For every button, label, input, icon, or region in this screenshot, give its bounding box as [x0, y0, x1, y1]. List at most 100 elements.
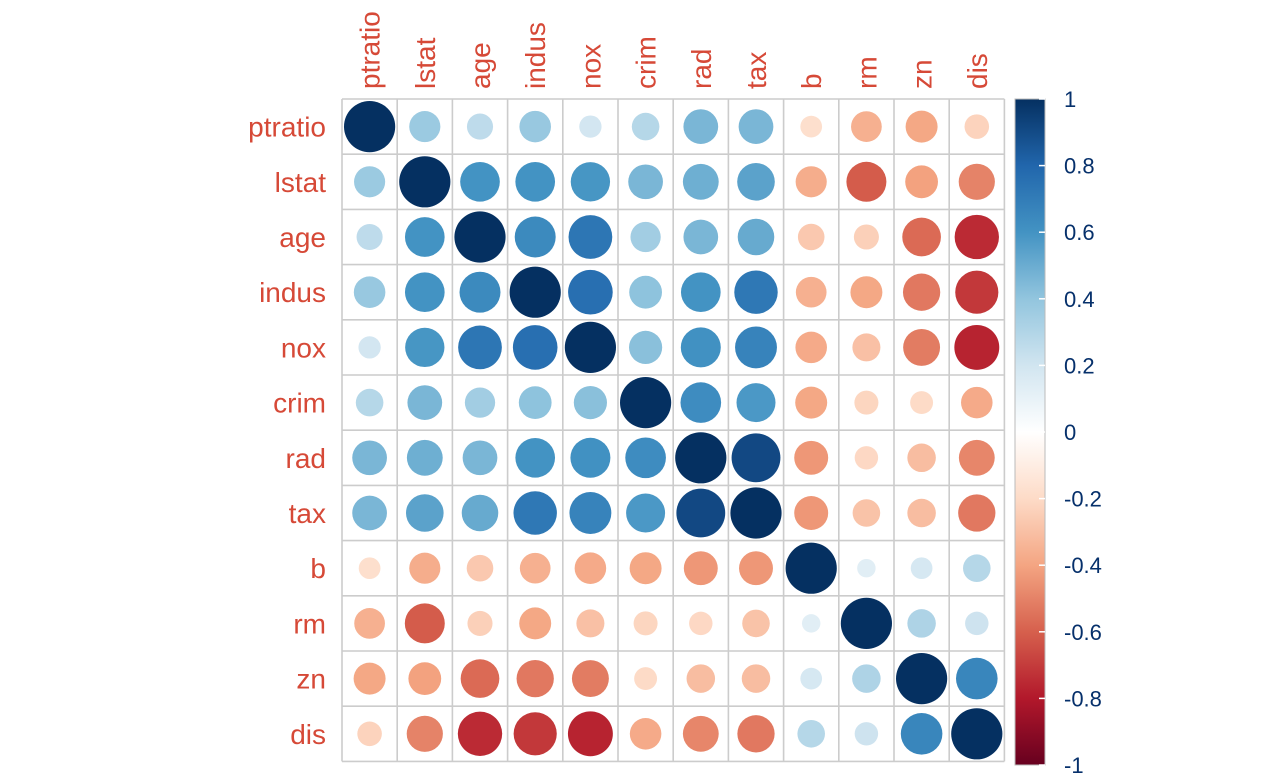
- corr-circle-indus-tax: [734, 270, 777, 313]
- column-label-rad: rad: [686, 49, 717, 89]
- corr-circle-rm-crim: [634, 611, 658, 635]
- corr-circle-nox-lstat: [405, 328, 444, 367]
- corr-circle-rad-lstat: [407, 440, 443, 476]
- corr-circle-b-b: [786, 543, 837, 594]
- corr-circle-zn-ptratio: [354, 663, 386, 695]
- corr-circle-rad-ptratio: [352, 440, 387, 475]
- corr-circle-zn-rad: [687, 664, 716, 693]
- corr-circle-age-rad: [683, 220, 718, 255]
- corr-circle-tax-crim: [626, 494, 665, 533]
- corr-circle-lstat-crim: [628, 164, 663, 199]
- corr-circle-dis-indus: [514, 712, 557, 755]
- corr-circle-b-nox: [575, 552, 607, 584]
- corr-circle-b-indus: [520, 553, 551, 584]
- corr-circle-rad-rad: [675, 432, 726, 483]
- corr-circle-dis-crim: [630, 718, 662, 750]
- row-label-rad: rad: [286, 443, 326, 474]
- corr-circle-age-dis: [955, 215, 999, 259]
- corr-circle-nox-rad: [681, 327, 721, 367]
- corr-circle-rad-indus: [515, 438, 555, 478]
- corr-circle-ptratio-crim: [632, 113, 660, 141]
- column-label-age: age: [465, 42, 496, 89]
- corr-circle-crim-crim: [620, 377, 671, 428]
- column-label-crim: crim: [631, 36, 662, 89]
- corr-circle-b-dis: [963, 554, 991, 582]
- corr-circle-b-rad: [684, 551, 718, 585]
- corr-circle-zn-age: [461, 659, 500, 698]
- corr-circle-rad-zn: [907, 444, 936, 473]
- color-legend: 1 0.8 0.6 0.4 0.2 0 -0.2 -0.4 -0.6 -0.8 -1: [1015, 87, 1102, 778]
- legend-tick-label: -0.8: [1064, 686, 1102, 711]
- corr-circle-zn-nox: [572, 660, 609, 697]
- corr-circle-rm-age: [467, 611, 492, 636]
- corr-circle-crim-ptratio: [356, 389, 384, 417]
- corr-circle-b-lstat: [409, 553, 440, 584]
- corr-circle-rm-rad: [689, 612, 712, 635]
- legend-tick-label: 0.4: [1064, 287, 1095, 312]
- corr-circle-zn-zn: [896, 653, 947, 704]
- corr-circle-crim-dis: [961, 387, 993, 419]
- column-label-tax: tax: [741, 52, 772, 89]
- corr-circle-nox-ptratio: [358, 336, 380, 358]
- corr-circle-nox-indus: [513, 325, 558, 370]
- corr-circle-rm-lstat: [405, 603, 445, 643]
- legend-tick-label: 0.6: [1064, 220, 1095, 245]
- corr-circle-rad-crim: [625, 437, 666, 478]
- legend-tick-label: -1: [1064, 753, 1084, 778]
- corr-circle-rm-ptratio: [354, 608, 385, 639]
- corr-circle-lstat-age: [460, 162, 500, 202]
- column-label-lstat: lstat: [410, 37, 441, 89]
- row-label-b: b: [310, 553, 326, 584]
- corr-circle-dis-rm: [855, 722, 878, 745]
- corr-circle-crim-rm: [854, 391, 878, 415]
- column-label-indus: indus: [520, 22, 551, 89]
- corr-circle-indus-rad: [681, 272, 721, 312]
- corr-circle-b-zn: [911, 557, 933, 579]
- legend-tick-label: -0.4: [1064, 553, 1102, 578]
- corr-circle-rm-dis: [965, 612, 988, 635]
- row-label-dis: dis: [290, 719, 326, 750]
- corr-circle-rm-b: [802, 614, 820, 632]
- row-label-indus: indus: [259, 277, 326, 308]
- row-label-ptratio: ptratio: [248, 112, 326, 143]
- corr-circle-rad-age: [463, 440, 498, 475]
- legend-tick-label: 0: [1064, 420, 1076, 445]
- corr-circle-nox-dis: [954, 325, 999, 370]
- legend-tick-label: -0.2: [1064, 487, 1102, 512]
- corr-circle-dis-nox: [568, 711, 613, 756]
- row-label-crim: crim: [273, 388, 326, 419]
- corr-circle-ptratio-lstat: [409, 111, 440, 142]
- column-label-nox: nox: [575, 44, 606, 89]
- corr-circle-age-b: [798, 224, 825, 251]
- corr-circle-indus-rm: [850, 276, 882, 308]
- corr-circle-tax-nox: [569, 492, 611, 534]
- corr-circle-rad-rm: [855, 446, 878, 469]
- corr-circle-lstat-dis: [959, 164, 995, 200]
- corr-circle-crim-lstat: [407, 385, 442, 420]
- corr-circle-lstat-ptratio: [354, 166, 385, 197]
- corr-circle-crim-age: [465, 387, 495, 417]
- corr-circle-crim-tax: [737, 383, 776, 422]
- corr-circle-tax-ptratio: [352, 496, 387, 531]
- corr-circle-rm-zn: [907, 609, 936, 638]
- corr-circle-nox-nox: [565, 322, 616, 373]
- corr-circle-age-ptratio: [357, 224, 383, 250]
- corr-circle-indus-age: [460, 272, 501, 313]
- corr-circle-dis-ptratio: [357, 722, 382, 747]
- corr-circle-nox-zn: [903, 329, 940, 366]
- corr-circle-tax-lstat: [406, 494, 444, 532]
- column-label-zn: zn: [907, 59, 938, 89]
- corr-circle-nox-tax: [735, 326, 777, 368]
- corr-circle-tax-dis: [958, 494, 995, 531]
- corr-circle-tax-zn: [907, 499, 936, 528]
- corr-circle-zn-rm: [852, 664, 881, 693]
- column-label-rm: rm: [851, 56, 882, 89]
- corr-circle-ptratio-rad: [683, 109, 718, 144]
- column-labels: ptratio lstat age indus nox crim rad tax b rm zn di…: [355, 11, 993, 89]
- corr-circle-indus-nox: [568, 270, 613, 315]
- corr-circle-ptratio-nox: [579, 115, 601, 137]
- corr-circle-indus-lstat: [405, 272, 445, 312]
- corr-circle-dis-zn: [901, 713, 943, 755]
- corr-circle-tax-age: [462, 495, 499, 532]
- corr-circle-dis-lstat: [407, 716, 443, 752]
